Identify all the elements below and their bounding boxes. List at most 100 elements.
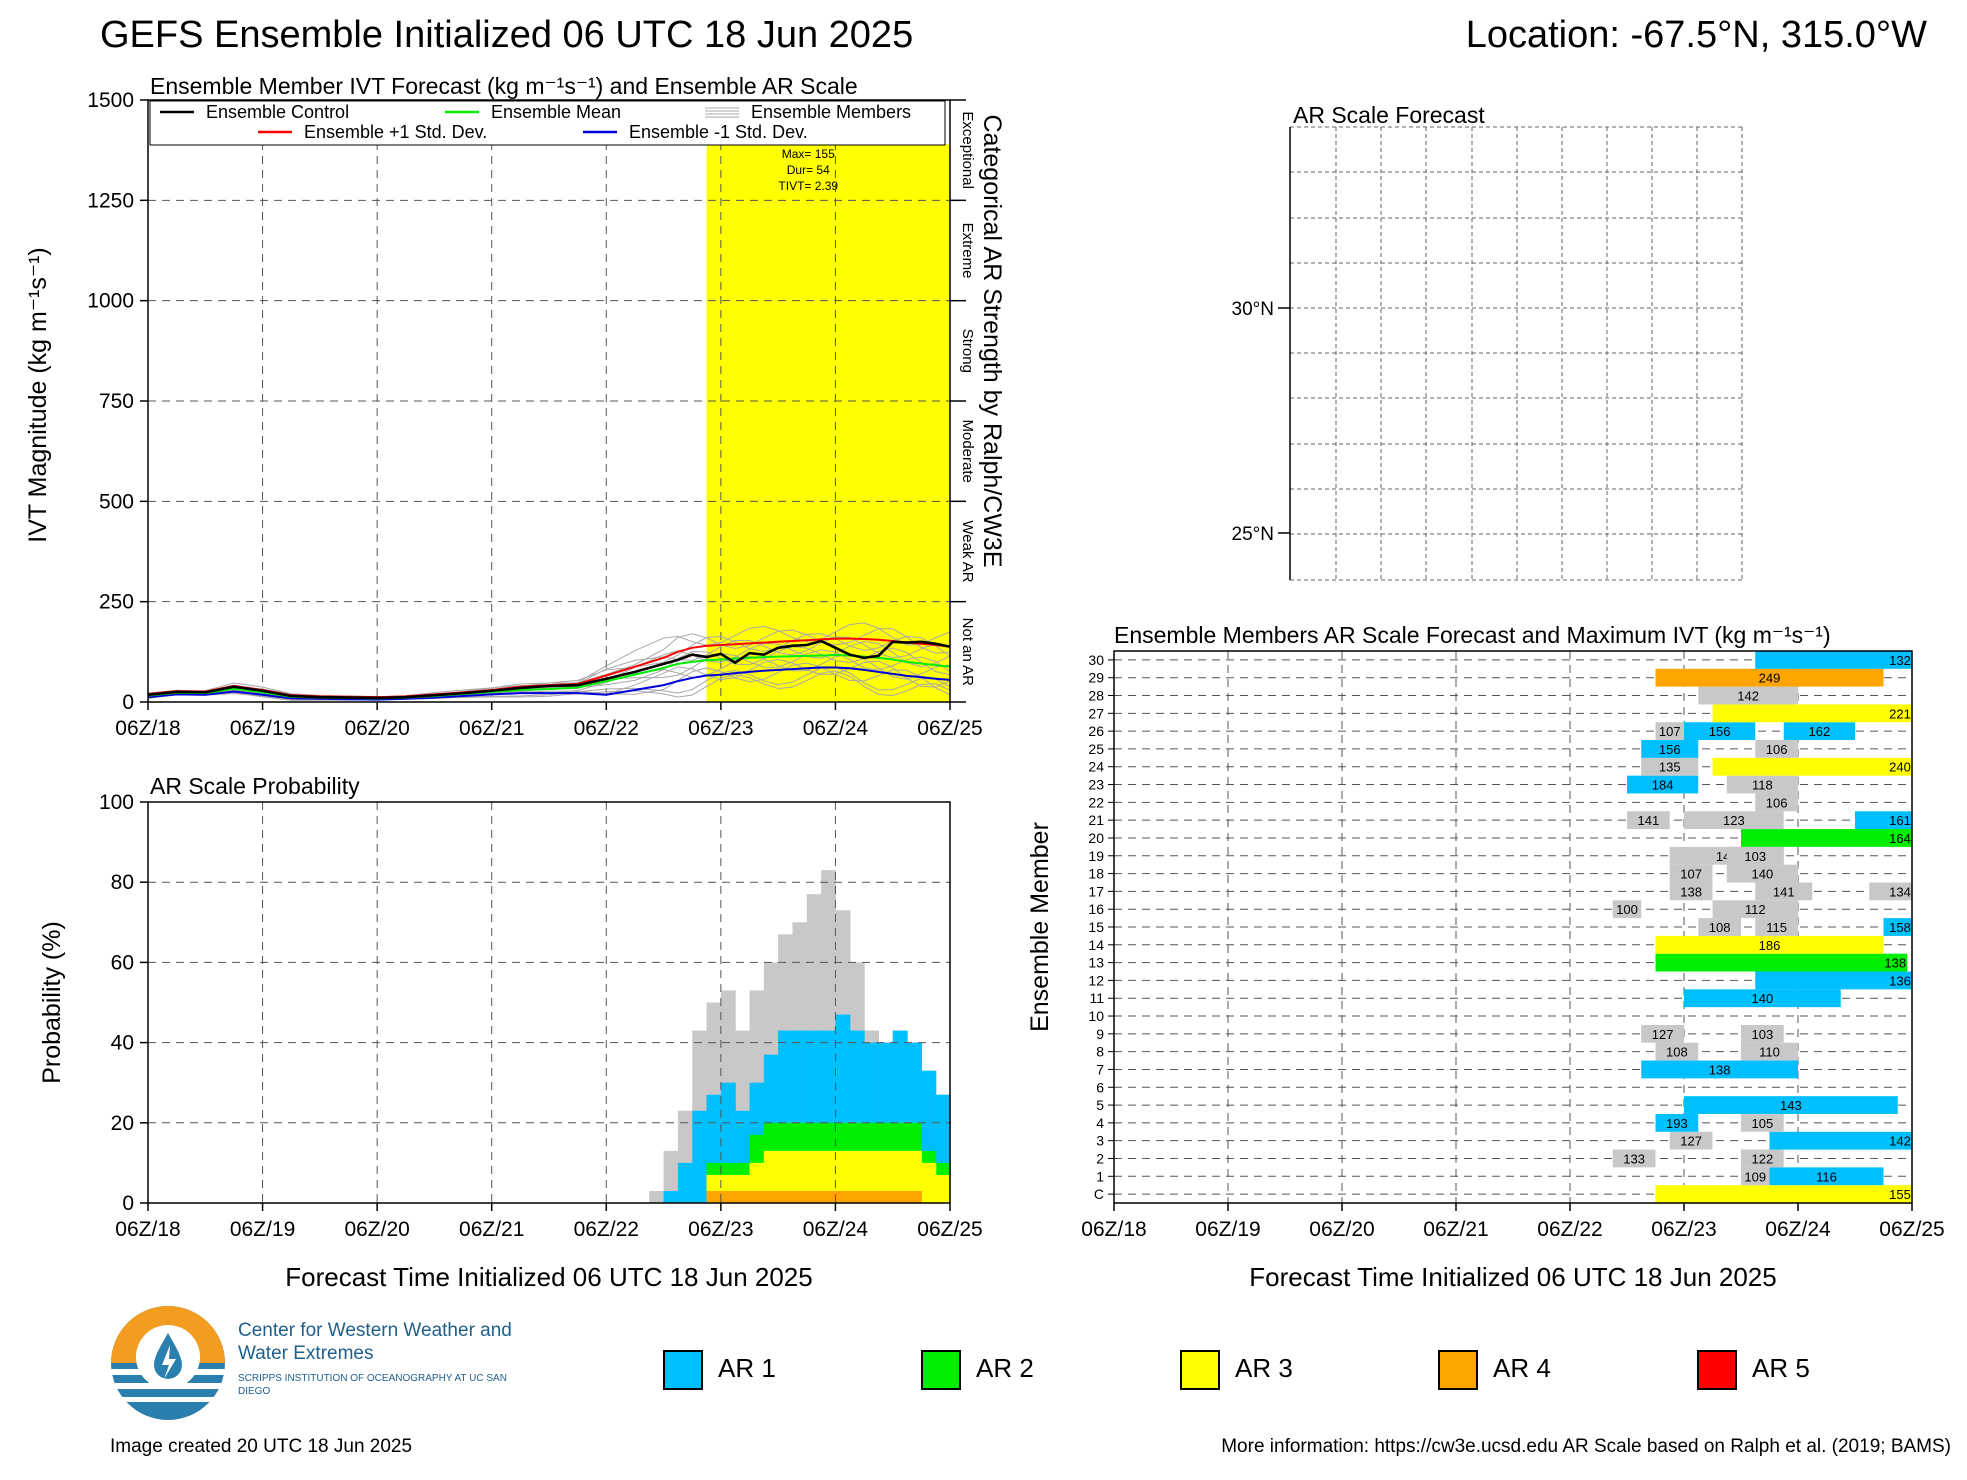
ar-legend-swatch bbox=[1438, 1350, 1478, 1390]
member-ar-segment bbox=[1669, 1131, 1713, 1150]
prob-bar-ar-4 bbox=[720, 1190, 736, 1203]
member-max-ivt-label: 106 bbox=[1766, 742, 1788, 757]
category-label: Not an AR bbox=[959, 618, 976, 687]
member-max-ivt-label: 142 bbox=[1737, 689, 1759, 704]
member-max-ivt-label: 132 bbox=[1889, 653, 1911, 668]
right-axis-title: Categorical AR Strength by Ralph/CW3E bbox=[978, 115, 1006, 568]
prob-bar-ar-3 bbox=[907, 1150, 922, 1203]
x-tick-label: 06Z/18 bbox=[115, 1218, 180, 1241]
y-axis-title: IVT Magnitude (kg m⁻¹s⁻¹) bbox=[24, 247, 52, 542]
ar-shading-note: Dur= 54 bbox=[787, 163, 830, 177]
prob-bar-ar-4 bbox=[806, 1190, 822, 1203]
x-tick-label: 06Z/22 bbox=[1537, 1218, 1602, 1241]
member-ar-segment bbox=[1755, 740, 1798, 758]
prob-bar-ar-3 bbox=[792, 1150, 808, 1203]
member-label: 27 bbox=[1088, 705, 1104, 721]
member-ar-segment bbox=[1612, 1149, 1656, 1168]
member-max-ivt-label: 221 bbox=[1889, 706, 1911, 721]
member-ar-segment bbox=[1655, 668, 1884, 687]
member-max-ivt-label: 136 bbox=[1889, 973, 1911, 988]
member-label: 7 bbox=[1096, 1061, 1104, 1077]
member-label: 5 bbox=[1096, 1097, 1104, 1113]
member-ar-segment bbox=[1684, 722, 1756, 741]
x-tick-label: 06Z/25 bbox=[917, 717, 982, 740]
x-tick-label: 06Z/19 bbox=[230, 717, 295, 740]
series-line-ensemble-control bbox=[147, 639, 951, 700]
member-max-ivt-label: 103 bbox=[1744, 849, 1766, 864]
member-max-ivt-label: 112 bbox=[1745, 902, 1766, 917]
member-ar-segment bbox=[1627, 811, 1670, 830]
member-label: 15 bbox=[1088, 919, 1104, 935]
member-max-ivt-label: 115 bbox=[1766, 920, 1787, 935]
x-tick-label: 06Z/24 bbox=[1765, 1218, 1831, 1241]
member-ar-segment bbox=[1612, 900, 1642, 919]
member-max-ivt-label: 108 bbox=[1666, 1045, 1688, 1060]
member-label: 2 bbox=[1096, 1150, 1104, 1166]
prob-bar-ar-3 bbox=[835, 1150, 851, 1203]
member-label: 29 bbox=[1088, 670, 1104, 686]
prob-bar-ar-4 bbox=[835, 1190, 851, 1203]
member-label: 26 bbox=[1088, 723, 1104, 739]
cw3e-org-name: Center for Western Weather and Water Ext… bbox=[238, 1320, 512, 1364]
member-max-ivt-label: 123 bbox=[1723, 813, 1745, 828]
member-ar-segment bbox=[1741, 1149, 1784, 1168]
member-ar-segment bbox=[1641, 740, 1699, 758]
member-label: 25 bbox=[1088, 741, 1104, 757]
member-label: 13 bbox=[1088, 955, 1104, 971]
member-max-ivt-label: 108 bbox=[1709, 920, 1731, 935]
x-tick-label: 06Z/20 bbox=[344, 1218, 409, 1241]
member-label: 6 bbox=[1096, 1079, 1104, 1095]
member-max-ivt-label: 164 bbox=[1889, 831, 1911, 846]
member-label: 4 bbox=[1096, 1115, 1104, 1131]
member-label: 8 bbox=[1096, 1044, 1104, 1060]
member-ar-segment bbox=[1669, 864, 1713, 883]
prob-bar-ar-3 bbox=[821, 1150, 837, 1203]
member-ar-segment bbox=[1641, 1024, 1684, 1043]
cw3e-org-subtitle: SCRIPPS INSTITUTION OF OCEANOGRAPHY AT U… bbox=[238, 1373, 507, 1397]
prob-bar-ar-3 bbox=[921, 1162, 937, 1203]
member-max-ivt-label: 162 bbox=[1809, 724, 1831, 739]
member-ar-segment bbox=[1741, 1167, 1770, 1186]
ar-legend-label: AR 1 bbox=[718, 1353, 776, 1383]
ar-shading-note: TIVT= 2.39 bbox=[778, 179, 838, 193]
x-tick-label: 06Z/23 bbox=[688, 1218, 753, 1241]
prob-bar-ar-1 bbox=[663, 1190, 679, 1203]
member-label: 24 bbox=[1088, 759, 1104, 775]
y-tick-label: 40 bbox=[111, 1032, 134, 1055]
member-label: 30 bbox=[1088, 652, 1104, 668]
prob-bar-ar-4 bbox=[864, 1190, 879, 1203]
ar-legend-label: AR 2 bbox=[976, 1353, 1034, 1383]
y-tick-label: 0 bbox=[122, 1192, 134, 1215]
y-tick-label: 0 bbox=[122, 691, 134, 714]
prob-bar-ar-4 bbox=[792, 1190, 808, 1203]
prob-bar-ar-3 bbox=[878, 1150, 894, 1203]
member-ar-segment bbox=[1726, 775, 1798, 794]
created-timestamp: Image created 20 UTC 18 Jun 2025 bbox=[110, 1436, 413, 1457]
x-tick-label: 06Z/18 bbox=[1081, 1218, 1146, 1241]
lat-label: 30°N bbox=[1232, 299, 1274, 320]
member-max-ivt-label: 138 bbox=[1680, 884, 1702, 899]
member-max-ivt-label: 240 bbox=[1889, 760, 1911, 775]
member-label: 20 bbox=[1088, 830, 1104, 846]
member-max-ivt-label: 156 bbox=[1709, 724, 1731, 739]
member-ar-segment bbox=[1883, 918, 1912, 936]
member-max-ivt-label: 140 bbox=[1752, 867, 1774, 882]
member-max-ivt-label: 193 bbox=[1666, 1116, 1688, 1131]
prob-bar-ar-1 bbox=[677, 1162, 693, 1203]
x-tick-label: 06Z/21 bbox=[459, 1218, 524, 1241]
member-max-ivt-label: 109 bbox=[1744, 1169, 1766, 1184]
member-max-ivt-label: 158 bbox=[1889, 920, 1911, 935]
x-tick-label: 06Z/19 bbox=[1195, 1218, 1260, 1241]
member-label: 12 bbox=[1088, 972, 1104, 988]
x-tick-label: 06Z/18 bbox=[115, 717, 180, 740]
member-max-ivt-label: 135 bbox=[1659, 760, 1681, 775]
prob-bar-ar-3 bbox=[935, 1174, 951, 1203]
legend-label: Ensemble Mean bbox=[491, 102, 621, 122]
member-ar-segment bbox=[1755, 651, 1912, 669]
x-tick-label: 06Z/25 bbox=[917, 1218, 982, 1241]
prob-bar-ar-3 bbox=[763, 1150, 779, 1203]
member-max-ivt-label: 141 bbox=[1638, 813, 1660, 828]
member-label: 28 bbox=[1088, 688, 1104, 704]
legend-label: Ensemble +1 Std. Dev. bbox=[304, 122, 487, 142]
prob-bar-ar-3 bbox=[778, 1150, 794, 1203]
